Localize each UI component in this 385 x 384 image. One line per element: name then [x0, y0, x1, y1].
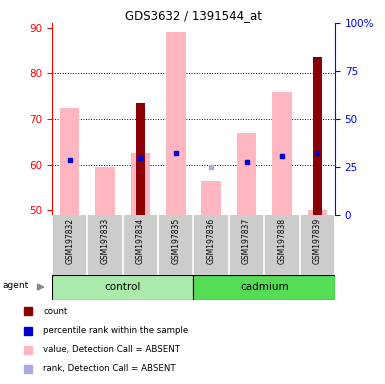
Bar [131, 153, 150, 215]
Bar [201, 181, 221, 215]
Bar [95, 167, 115, 215]
Bar [52, 275, 193, 300]
Text: percentile rank within the sample: percentile rank within the sample [43, 326, 188, 335]
Title: GDS3632 / 1391544_at: GDS3632 / 1391544_at [125, 9, 262, 22]
Bar [313, 57, 322, 215]
Text: rank, Detection Call = ABSENT: rank, Detection Call = ABSENT [43, 364, 176, 373]
Text: GSM197837: GSM197837 [242, 218, 251, 264]
Text: GSM197833: GSM197833 [100, 218, 110, 264]
Bar [193, 275, 335, 300]
Text: GSM197835: GSM197835 [171, 218, 180, 264]
Bar [237, 133, 256, 215]
Text: GSM197834: GSM197834 [136, 218, 145, 264]
Text: cadmium: cadmium [240, 282, 288, 292]
Text: GSM197838: GSM197838 [277, 218, 286, 264]
Bar [60, 108, 79, 215]
Text: GSM197832: GSM197832 [65, 218, 74, 264]
Text: count: count [43, 307, 67, 316]
Text: GSM197836: GSM197836 [207, 218, 216, 264]
Bar [136, 103, 145, 215]
Text: control: control [105, 282, 141, 292]
Text: GSM197839: GSM197839 [313, 218, 322, 264]
Bar [308, 210, 327, 215]
Bar [272, 92, 291, 215]
Text: agent: agent [3, 281, 29, 290]
Text: value, Detection Call = ABSENT: value, Detection Call = ABSENT [43, 345, 180, 354]
Bar [166, 32, 186, 215]
